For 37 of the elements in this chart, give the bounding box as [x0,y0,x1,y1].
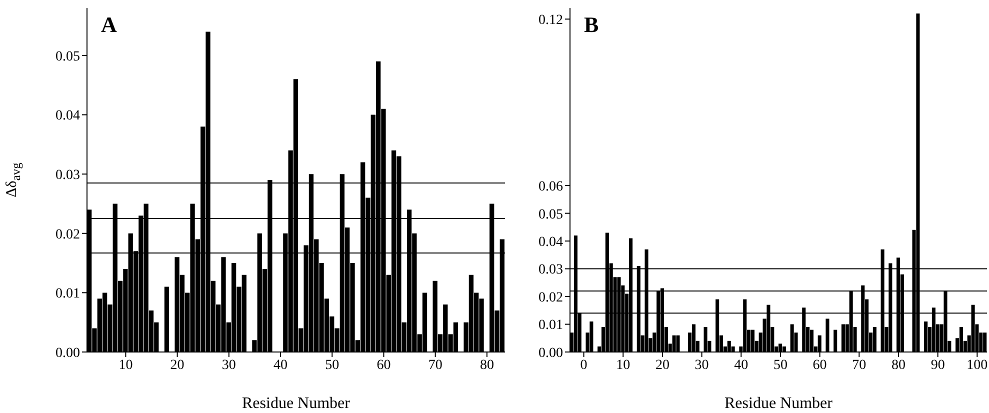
x-tick-label: 50 [325,358,340,373]
x-tick-label: 70 [852,358,866,373]
y-tick-label: 0.02 [56,227,80,242]
y-tick-label: 0.01 [538,318,563,334]
y-tick-label: 0.00 [56,346,80,361]
y-tick-label: 0.04 [538,235,563,250]
x-tick-label: 10 [616,358,630,373]
x-tick-label: 20 [655,358,670,373]
y-tick-label: 0.04 [56,108,80,124]
x-tick-label: 30 [222,358,236,373]
x-tick-label: 60 [812,358,827,373]
x-tick-label: 40 [734,358,748,373]
y-tick-label: 0.06 [538,180,563,195]
x-tick-label: 70 [428,358,442,373]
x-tick-label: 20 [170,358,184,373]
y-tick-label: 0.03 [538,262,563,278]
x-tick-label: 80 [480,358,494,373]
x-axis-title: Residue Number [242,395,351,412]
y-tick-label: 0.03 [56,168,80,184]
x-tick-label: 80 [891,358,906,373]
y-tick-label: 0.01 [56,286,80,302]
chart-title: A [101,12,117,38]
x-axis-title: Residue Number [724,395,834,412]
x-tick-label: 90 [930,358,945,373]
chart-title: B [584,12,599,38]
x-tick-label: 50 [773,358,788,373]
x-tick-label: 10 [118,358,133,373]
y-tick-label: 0.05 [538,207,563,222]
x-tick-label: 0 [580,358,588,373]
x-tick-label: 100 [966,358,988,373]
x-tick-label: 60 [376,358,391,373]
y-tick-label: 0.12 [538,13,563,28]
x-tick-label: 30 [694,358,709,373]
y-tick-label: 0.05 [56,49,80,64]
y-tick-label: 0.02 [538,290,563,306]
x-tick-label: 40 [274,358,288,373]
y-tick-label: 0.00 [538,346,563,361]
